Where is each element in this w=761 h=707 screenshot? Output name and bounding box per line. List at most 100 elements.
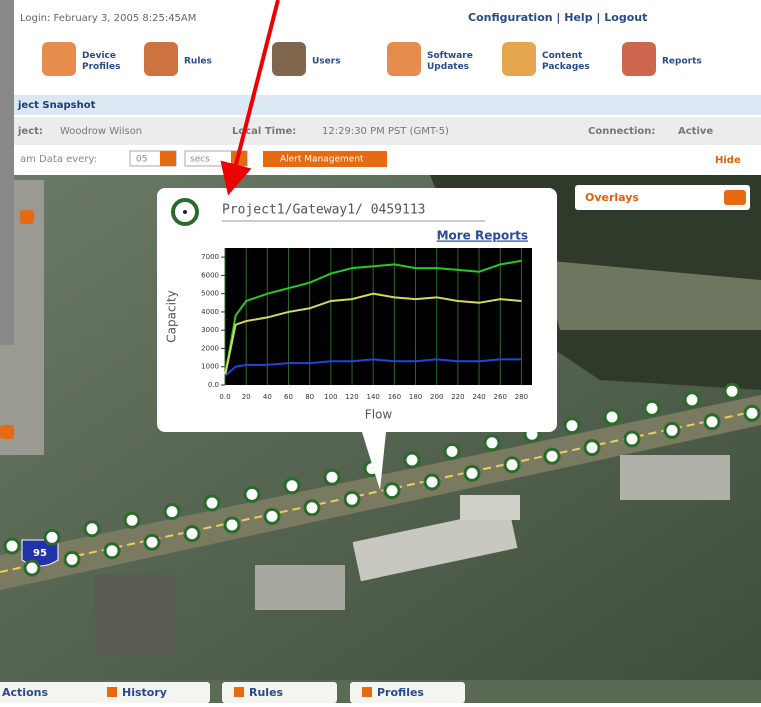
sensor-marker[interactable] bbox=[625, 432, 639, 446]
sensor-marker[interactable] bbox=[485, 436, 499, 450]
sensor-marker[interactable] bbox=[65, 552, 79, 566]
more-reports[interactable]: More Reports bbox=[437, 229, 528, 243]
left-strip bbox=[0, 0, 14, 345]
sensor-marker[interactable] bbox=[565, 419, 579, 433]
tab-icon bbox=[234, 687, 244, 697]
stream-row bbox=[14, 147, 761, 173]
select-arrow bbox=[160, 151, 176, 166]
sensor-marker[interactable] bbox=[385, 484, 399, 498]
x-tick-label: 220 bbox=[451, 393, 464, 401]
sensor-marker[interactable] bbox=[425, 475, 439, 489]
tab-label[interactable]: Profiles bbox=[377, 686, 424, 699]
toolbar-label[interactable]: Reports bbox=[662, 57, 702, 67]
toolbar-label[interactable]: Content bbox=[542, 51, 583, 61]
snapshot-title: ject Snapshot bbox=[17, 100, 96, 111]
sensor-marker[interactable] bbox=[285, 479, 299, 493]
connection: Active bbox=[678, 126, 713, 137]
overlays-toggle[interactable] bbox=[724, 190, 746, 205]
stream-label: am Data every: bbox=[20, 154, 97, 165]
sensor-marker[interactable] bbox=[705, 415, 719, 429]
header-links[interactable]: Configuration | Help | Logout bbox=[468, 11, 647, 24]
x-tick-label: 100 bbox=[324, 393, 337, 401]
sensor-marker[interactable] bbox=[245, 487, 259, 501]
toolbar-label[interactable]: Packages bbox=[542, 62, 590, 72]
sensor-marker[interactable] bbox=[25, 561, 39, 575]
toolbar-label[interactable]: Users bbox=[312, 57, 341, 67]
sensor-marker[interactable] bbox=[665, 423, 679, 437]
sensor-marker[interactable] bbox=[325, 470, 339, 484]
side-button[interactable] bbox=[0, 425, 14, 439]
sensor-marker[interactable] bbox=[685, 393, 699, 407]
x-tick-label: 60 bbox=[284, 393, 293, 401]
y-tick-label: 6000 bbox=[201, 271, 219, 279]
toolbar-icon[interactable] bbox=[144, 42, 178, 76]
x-tick-label: 260 bbox=[494, 393, 507, 401]
toolbar-label[interactable]: Software bbox=[427, 51, 473, 61]
toolbar-icon[interactable] bbox=[42, 42, 76, 76]
toolbar-label[interactable]: Profiles bbox=[82, 62, 120, 72]
tab-label[interactable]: Rules bbox=[249, 686, 284, 699]
sensor-marker[interactable] bbox=[505, 458, 519, 472]
overlays-label: Overlays bbox=[585, 191, 639, 204]
sensor-marker[interactable] bbox=[145, 535, 159, 549]
alert-label: Alert Management bbox=[280, 155, 364, 165]
sensor-marker[interactable] bbox=[545, 449, 559, 463]
x-tick-label: 180 bbox=[409, 393, 422, 401]
tab-label[interactable]: History bbox=[122, 686, 167, 699]
hide-link[interactable]: Hide bbox=[715, 155, 741, 166]
toolbar-label[interactable]: Rules bbox=[184, 57, 212, 67]
sensor-marker[interactable] bbox=[645, 401, 659, 415]
sensor-marker[interactable] bbox=[725, 384, 739, 398]
popup-title: Project1/Gateway1/ 0459113 bbox=[222, 203, 426, 218]
x-tick-label: 280 bbox=[515, 393, 528, 401]
x-tick-label: 0.0 bbox=[219, 393, 230, 401]
sensor-marker[interactable] bbox=[305, 501, 319, 515]
local-time: 12:29:30 PM PST (GMT-5) bbox=[322, 126, 449, 137]
y-tick-label: 2000 bbox=[201, 344, 219, 352]
screen: Overlays 95 Login: February 3, 2005 8:25… bbox=[0, 0, 761, 703]
x-tick-label: 20 bbox=[242, 393, 251, 401]
sensor-marker[interactable] bbox=[745, 406, 759, 420]
sensor-marker[interactable] bbox=[585, 441, 599, 455]
sensor-marker[interactable] bbox=[605, 410, 619, 424]
toolbar-label[interactable]: Updates bbox=[427, 62, 469, 72]
sign-number: 95 bbox=[33, 548, 47, 559]
x-axis-label: Flow bbox=[365, 408, 393, 422]
sensor-marker[interactable] bbox=[225, 518, 239, 532]
sensor-marker[interactable] bbox=[205, 496, 219, 510]
sensor-marker[interactable] bbox=[5, 539, 19, 553]
toolbar-icon[interactable] bbox=[387, 42, 421, 76]
x-tick-label: 160 bbox=[388, 393, 401, 401]
sensor-marker[interactable] bbox=[45, 530, 59, 544]
sensor-marker[interactable] bbox=[125, 513, 139, 527]
toolbar-label[interactable]: Device bbox=[82, 51, 116, 61]
sensor-marker[interactable] bbox=[85, 522, 99, 536]
sensor-marker[interactable] bbox=[445, 444, 459, 458]
toolbar-icon[interactable] bbox=[502, 42, 536, 76]
y-axis-label: Capacity bbox=[165, 290, 179, 342]
y-tick-label: 5000 bbox=[201, 290, 219, 298]
toolbar-icon[interactable] bbox=[622, 42, 656, 76]
sensor-marker[interactable] bbox=[465, 466, 479, 480]
connection-label: Connection: bbox=[588, 126, 655, 137]
y-tick-label: 7000 bbox=[201, 253, 219, 261]
toolbar-icon[interactable] bbox=[272, 42, 306, 76]
tab-label[interactable]: Actions bbox=[2, 686, 48, 699]
y-tick-label: 4000 bbox=[201, 308, 219, 316]
popup-icon-dot bbox=[183, 210, 187, 214]
sensor-marker[interactable] bbox=[105, 544, 119, 558]
project-label: ject: bbox=[17, 126, 43, 137]
x-tick-label: 240 bbox=[472, 393, 485, 401]
x-tick-label: 80 bbox=[305, 393, 314, 401]
x-tick-label: 120 bbox=[345, 393, 358, 401]
sensor-marker[interactable] bbox=[405, 453, 419, 467]
sensor-marker[interactable] bbox=[265, 509, 279, 523]
sensor-marker[interactable] bbox=[345, 492, 359, 506]
side-button[interactable] bbox=[20, 210, 34, 224]
login: Login: February 3, 2005 8:25:45AM bbox=[20, 13, 196, 24]
tab-icon bbox=[362, 687, 372, 697]
y-tick-label: 0.0 bbox=[208, 381, 219, 389]
snapshot-header bbox=[14, 95, 761, 115]
sensor-marker[interactable] bbox=[185, 527, 199, 541]
sensor-marker[interactable] bbox=[165, 505, 179, 519]
